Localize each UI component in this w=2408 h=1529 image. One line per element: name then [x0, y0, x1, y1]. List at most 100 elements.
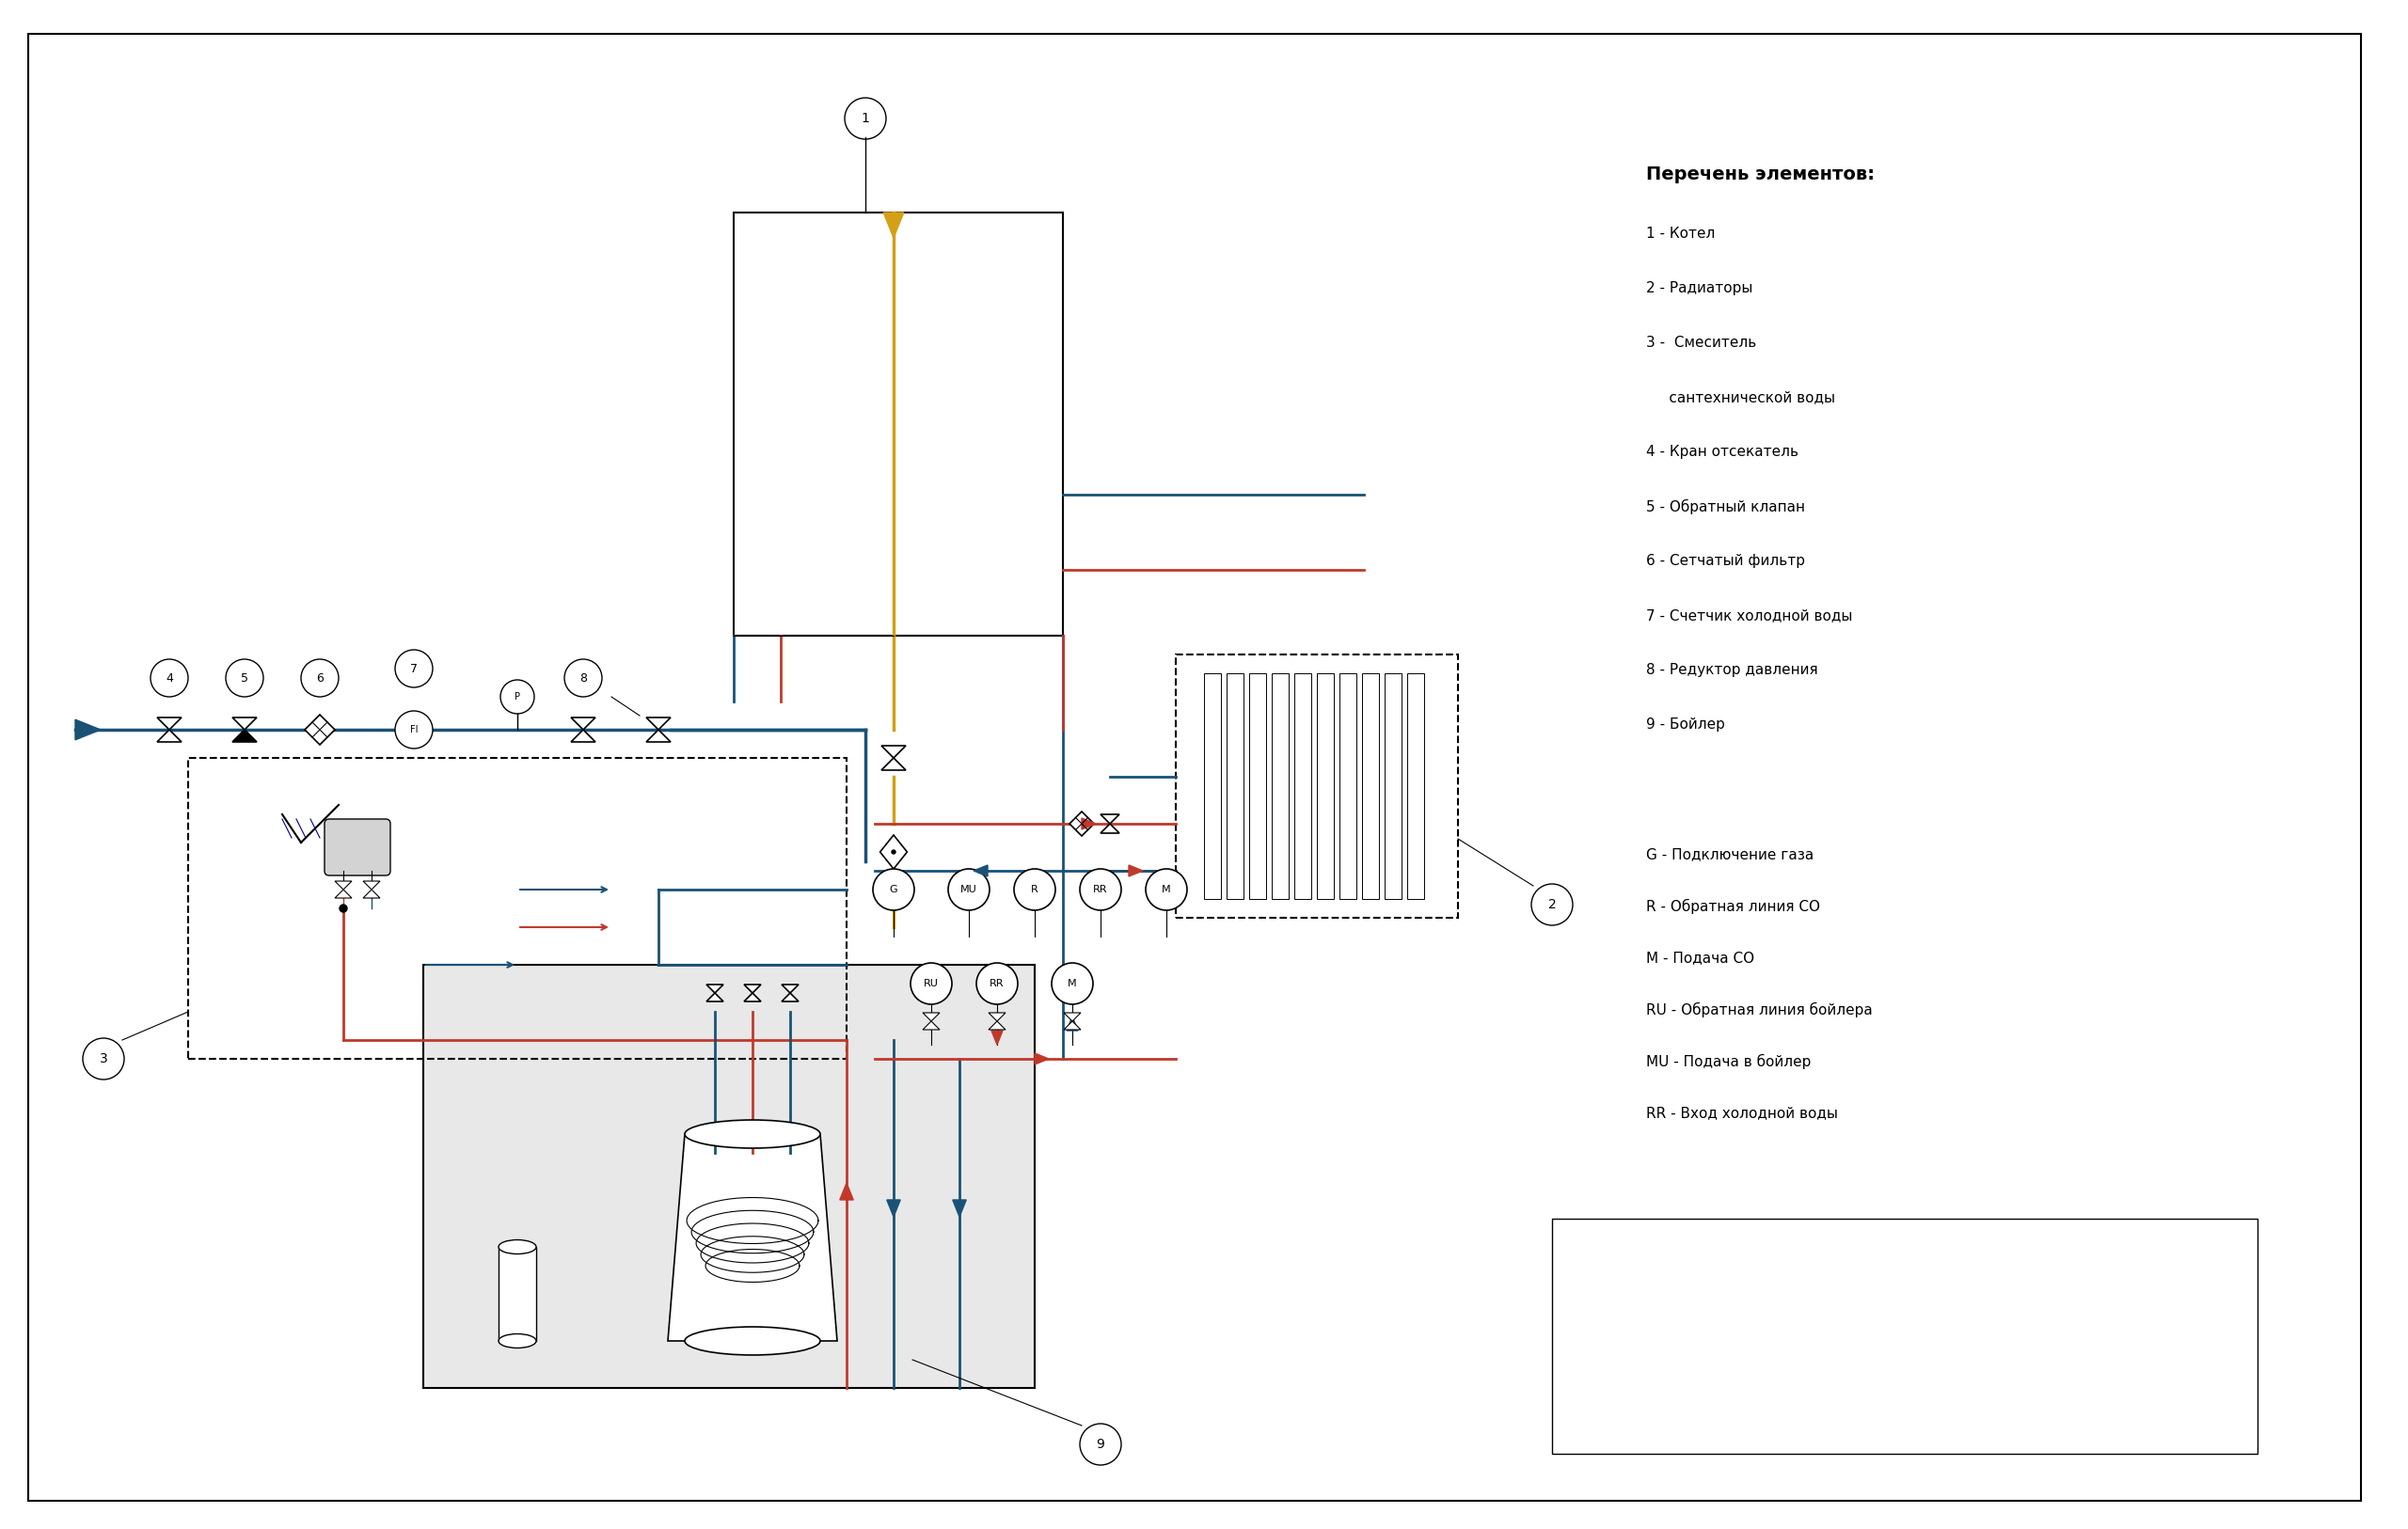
Polygon shape — [990, 1012, 1007, 1021]
Circle shape — [975, 963, 1019, 1005]
Text: 8 - Редуктор давления: 8 - Редуктор давления — [1647, 664, 1818, 677]
Circle shape — [340, 905, 347, 913]
Polygon shape — [667, 1135, 838, 1341]
Ellipse shape — [498, 1333, 537, 1349]
Polygon shape — [783, 992, 799, 1001]
Text: R: R — [1031, 885, 1038, 894]
Polygon shape — [922, 1021, 939, 1029]
Polygon shape — [973, 865, 987, 876]
Bar — [1553, 1219, 2259, 1454]
Polygon shape — [1129, 865, 1144, 876]
Ellipse shape — [684, 1327, 821, 1355]
Text: 3: 3 — [99, 1052, 108, 1066]
Text: 4 - Кран отсекатель: 4 - Кран отсекатель — [1647, 445, 1799, 459]
Text: 6 - Сетчатый фильтр: 6 - Сетчатый фильтр — [1647, 553, 1806, 567]
Text: RR: RR — [1093, 885, 1108, 894]
Polygon shape — [1035, 1053, 1050, 1064]
Polygon shape — [881, 746, 905, 758]
Bar — [498, 1246, 537, 1341]
Text: FI: FI — [409, 725, 419, 734]
Circle shape — [910, 963, 951, 1005]
Polygon shape — [744, 992, 761, 1001]
Circle shape — [891, 850, 896, 853]
Polygon shape — [1081, 818, 1096, 829]
Ellipse shape — [684, 1119, 821, 1148]
Circle shape — [1079, 868, 1122, 910]
Text: 7: 7 — [409, 662, 417, 674]
Text: 1: 1 — [862, 112, 869, 125]
Bar — [1204, 673, 1221, 899]
Polygon shape — [645, 717, 672, 729]
Polygon shape — [231, 717, 258, 729]
Bar — [1296, 673, 1312, 899]
Text: R - Обратная линия СО: R - Обратная линия СО — [1647, 899, 1820, 914]
Text: G - Подключение газа: G - Подключение газа — [1647, 847, 1813, 861]
Text: RU: RU — [925, 979, 939, 988]
Polygon shape — [884, 213, 903, 239]
Bar — [1271, 673, 1288, 899]
Polygon shape — [744, 985, 761, 992]
Text: 2 - Радиаторы: 2 - Радиаторы — [1647, 281, 1753, 295]
Polygon shape — [992, 1031, 1002, 1044]
Polygon shape — [645, 729, 672, 742]
Polygon shape — [706, 992, 722, 1001]
Polygon shape — [954, 1200, 966, 1217]
Text: 9: 9 — [1096, 1437, 1105, 1451]
Polygon shape — [1069, 812, 1093, 836]
Polygon shape — [922, 1012, 939, 1021]
Polygon shape — [1064, 1021, 1081, 1029]
Text: M: M — [1067, 979, 1076, 988]
Text: M: M — [1161, 885, 1170, 894]
Bar — [1226, 673, 1243, 899]
Polygon shape — [157, 729, 181, 742]
Text: 4: 4 — [166, 671, 173, 683]
Text: RR - Вход холодной воды: RR - Вход холодной воды — [1647, 1105, 1837, 1119]
Polygon shape — [231, 729, 258, 742]
Text: 8: 8 — [580, 671, 588, 683]
Text: MU - Подача в бойлер: MU - Подача в бойлер — [1647, 1053, 1811, 1069]
Circle shape — [949, 868, 990, 910]
Polygon shape — [990, 1021, 1007, 1029]
Text: 1 - Котел: 1 - Котел — [1647, 226, 1714, 240]
Circle shape — [395, 711, 433, 749]
Text: 2: 2 — [1548, 898, 1556, 911]
Polygon shape — [881, 758, 905, 771]
Text: 3 -  Смеситель: 3 - Смеситель — [1647, 336, 1755, 350]
Polygon shape — [75, 720, 101, 740]
Polygon shape — [783, 985, 799, 992]
Text: 5 - Обратный клапан: 5 - Обратный клапан — [1647, 500, 1806, 515]
Bar — [1385, 673, 1401, 899]
FancyBboxPatch shape — [325, 820, 390, 876]
Circle shape — [1014, 868, 1055, 910]
Circle shape — [501, 680, 535, 714]
Circle shape — [874, 868, 915, 910]
Circle shape — [1052, 963, 1093, 1005]
Polygon shape — [1100, 824, 1120, 833]
Text: 5: 5 — [241, 671, 248, 683]
Polygon shape — [886, 1200, 901, 1217]
Bar — [1317, 673, 1334, 899]
Bar — [424, 965, 1035, 1388]
Bar — [1175, 654, 1457, 917]
Polygon shape — [571, 729, 595, 742]
Polygon shape — [706, 985, 722, 992]
Polygon shape — [157, 717, 181, 729]
Polygon shape — [335, 881, 352, 890]
Polygon shape — [364, 890, 380, 898]
Text: RU - Обратная линия бойлера: RU - Обратная линия бойлера — [1647, 1003, 1873, 1018]
Bar — [1339, 673, 1356, 899]
Bar — [188, 758, 848, 1058]
Circle shape — [1146, 868, 1187, 910]
Text: Перечень элементов:: Перечень элементов: — [1647, 165, 1876, 183]
Bar — [1363, 673, 1380, 899]
Bar — [1250, 673, 1267, 899]
Ellipse shape — [498, 1240, 537, 1254]
Polygon shape — [1100, 815, 1120, 824]
Polygon shape — [364, 881, 380, 890]
Bar — [734, 213, 1062, 636]
Polygon shape — [1064, 1012, 1081, 1021]
Polygon shape — [306, 714, 335, 745]
Text: M - Подача СО: M - Подача СО — [1647, 951, 1755, 965]
Polygon shape — [840, 1183, 852, 1200]
Text: MU: MU — [961, 885, 978, 894]
